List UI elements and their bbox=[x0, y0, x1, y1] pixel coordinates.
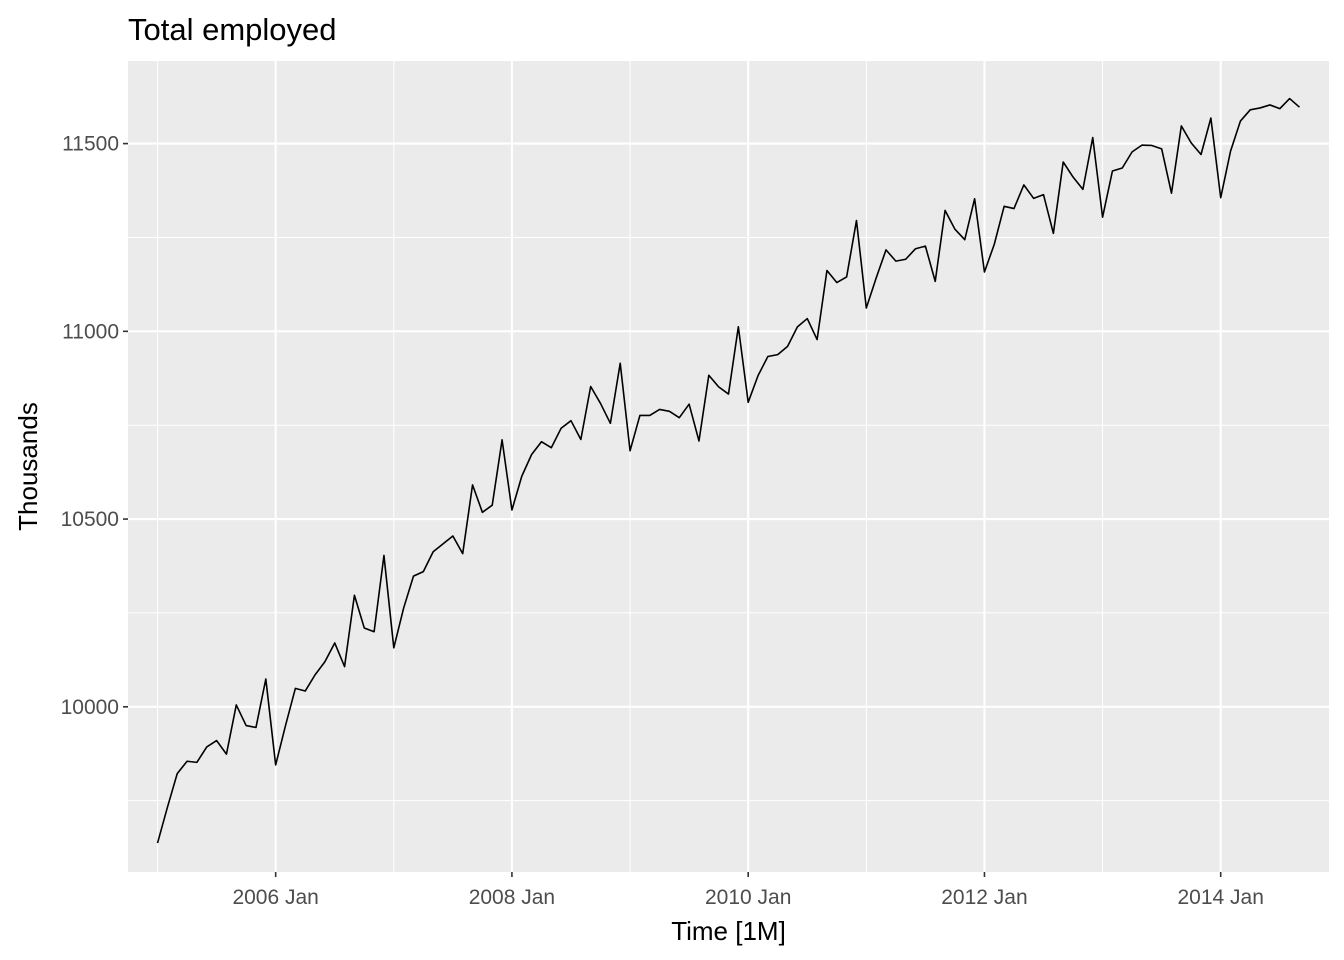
series-layer bbox=[156, 97, 1300, 844]
y-tick-label: 10500 bbox=[61, 508, 119, 531]
y-axis: 10000 10500 11000 11500 bbox=[61, 133, 128, 719]
x-tick-label: 2014 Jan bbox=[1178, 886, 1264, 909]
y-tick-label: 11500 bbox=[62, 133, 119, 156]
minor-gridlines bbox=[128, 61, 1329, 872]
x-tick-label: 2012 Jan bbox=[941, 886, 1027, 909]
chart-title: Total employed bbox=[128, 12, 337, 47]
y-tick-label: 10000 bbox=[61, 696, 119, 719]
plot-panel bbox=[128, 61, 1329, 872]
x-axis-label: Time [1M] bbox=[671, 916, 786, 946]
series-line bbox=[156, 97, 1300, 844]
x-axis: 2006 Jan 2008 Jan 2010 Jan 2012 Jan 2014 Jan bbox=[232, 872, 1264, 909]
x-tick-label: 2006 Jan bbox=[232, 886, 318, 909]
major-gridlines bbox=[128, 61, 1329, 872]
x-tick-label: 2010 Jan bbox=[705, 886, 791, 909]
y-tick-label: 11000 bbox=[62, 320, 119, 343]
y-axis-label: Thousands bbox=[13, 402, 43, 531]
x-tick-label: 2008 Jan bbox=[469, 886, 555, 909]
